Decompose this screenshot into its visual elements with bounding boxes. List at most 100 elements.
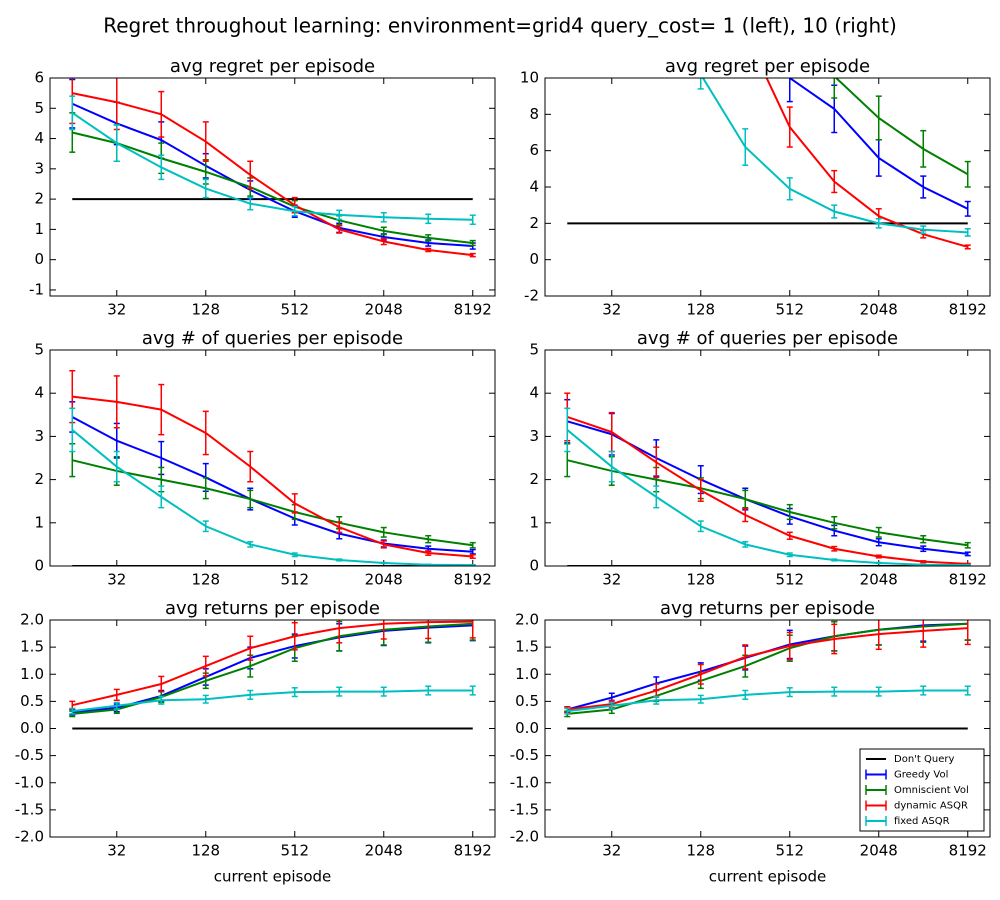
y-tick-label: -1.0 [15,773,44,791]
x-tick-label: 128 [686,842,715,860]
y-tick-label: 1 [34,220,44,238]
y-tick-label: -1 [29,280,44,298]
y-tick-label: 4 [34,384,44,402]
y-tick-label: 0 [529,250,539,268]
y-tick-label: 4 [34,129,44,147]
series-line [567,689,968,713]
y-tick-label: 6 [34,69,44,87]
series-line [788,78,969,210]
y-tick-label: 5 [34,99,44,117]
x-axis-label: current episode [214,868,332,886]
y-tick-label: 1.0 [515,665,539,683]
axes-title: avg regret per episode [170,56,375,77]
y-tick-label: -0.5 [510,746,539,764]
y-tick-label: 10 [520,69,539,87]
legend-label: Don't Query [894,754,954,765]
x-tick-label: 128 [686,301,715,319]
series-line [72,395,473,558]
series-line [834,78,969,176]
y-tick-label: 6 [529,141,539,159]
x-tick-label: 512 [775,301,804,319]
series-line [72,620,473,707]
y-tick-label: 0 [34,250,44,268]
x-tick-label: 32 [602,571,621,589]
x-tick-label: 128 [191,842,220,860]
y-tick-label: -1.5 [510,800,539,818]
y-tick-label: 0 [529,557,539,575]
plot-area [69,620,476,730]
y-tick-label: -1.0 [510,773,539,791]
y-tick-label: 2 [529,214,539,232]
x-tick-label: 8192 [454,571,492,589]
x-tick-label: 8192 [949,571,987,589]
y-tick-label: 1 [529,513,539,531]
plot-area [69,78,476,258]
y-tick-label: 1 [34,513,44,531]
x-tick-label: 2048 [365,571,403,589]
y-tick-label: -2.0 [15,828,44,846]
series-line [566,429,968,566]
x-tick-label: 128 [686,571,715,589]
series-line [72,624,473,714]
y-tick-label: 5 [34,341,44,359]
plot-area [564,392,971,566]
axes-frame [49,619,496,838]
y-tick-label: 2.0 [515,611,539,629]
series-line [567,627,968,711]
x-tick-label: 2048 [860,301,898,319]
x-tick-label: 512 [775,842,804,860]
series-line [72,131,473,245]
y-tick-label: 1.5 [515,638,539,656]
x-tick-label: 2048 [365,301,403,319]
legend-label: dynamic ASQR [894,801,968,812]
y-tick-label: -1.5 [15,800,44,818]
axes-frame [544,77,991,297]
x-axis-label: current episode [709,868,827,886]
series-line [72,689,473,713]
y-tick-label: 3 [529,427,539,445]
series-line [71,111,473,221]
series-line [71,416,473,553]
y-tick-label: 2 [34,190,44,208]
x-tick-label: 32 [107,842,126,860]
y-tick-label: 0 [34,557,44,575]
x-tick-label: 8192 [949,301,987,319]
series-line [566,416,968,565]
x-tick-label: 8192 [949,842,987,860]
axes-title: avg returns per episode [165,598,380,619]
y-tick-label: 4 [529,178,539,196]
x-tick-label: 512 [280,301,309,319]
x-tick-label: 8192 [454,301,492,319]
x-tick-label: 128 [191,571,220,589]
x-tick-label: 2048 [365,842,403,860]
legend-label: Omniscient Vol [894,785,969,796]
y-tick-label: 0.0 [515,719,539,737]
x-tick-label: 128 [191,301,220,319]
x-tick-label: 2048 [860,571,898,589]
series-line [71,102,473,248]
x-tick-label: 2048 [860,842,898,860]
series-line [567,459,968,547]
series-line [71,429,473,566]
plot-area [567,78,971,250]
legend-label: fixed ASQR [894,816,950,827]
axes-frame [544,349,991,567]
y-tick-label: 2 [34,470,44,488]
y-tick-label: -0.5 [15,746,44,764]
y-tick-label: 4 [529,384,539,402]
plot-area [69,369,476,566]
axes-title: avg returns per episode [660,598,875,619]
y-tick-label: 8 [529,105,539,123]
series-line [765,78,969,248]
y-tick-label: -2 [524,287,539,305]
plot-area [564,620,971,730]
x-tick-label: 512 [775,571,804,589]
x-tick-label: 32 [107,301,126,319]
y-tick-label: 5 [529,341,539,359]
y-tick-label: 2.0 [20,611,44,629]
y-tick-label: 0.5 [515,692,539,710]
axes-frame [49,349,496,567]
series-line [72,92,473,257]
axes-title: avg regret per episode [665,56,870,77]
